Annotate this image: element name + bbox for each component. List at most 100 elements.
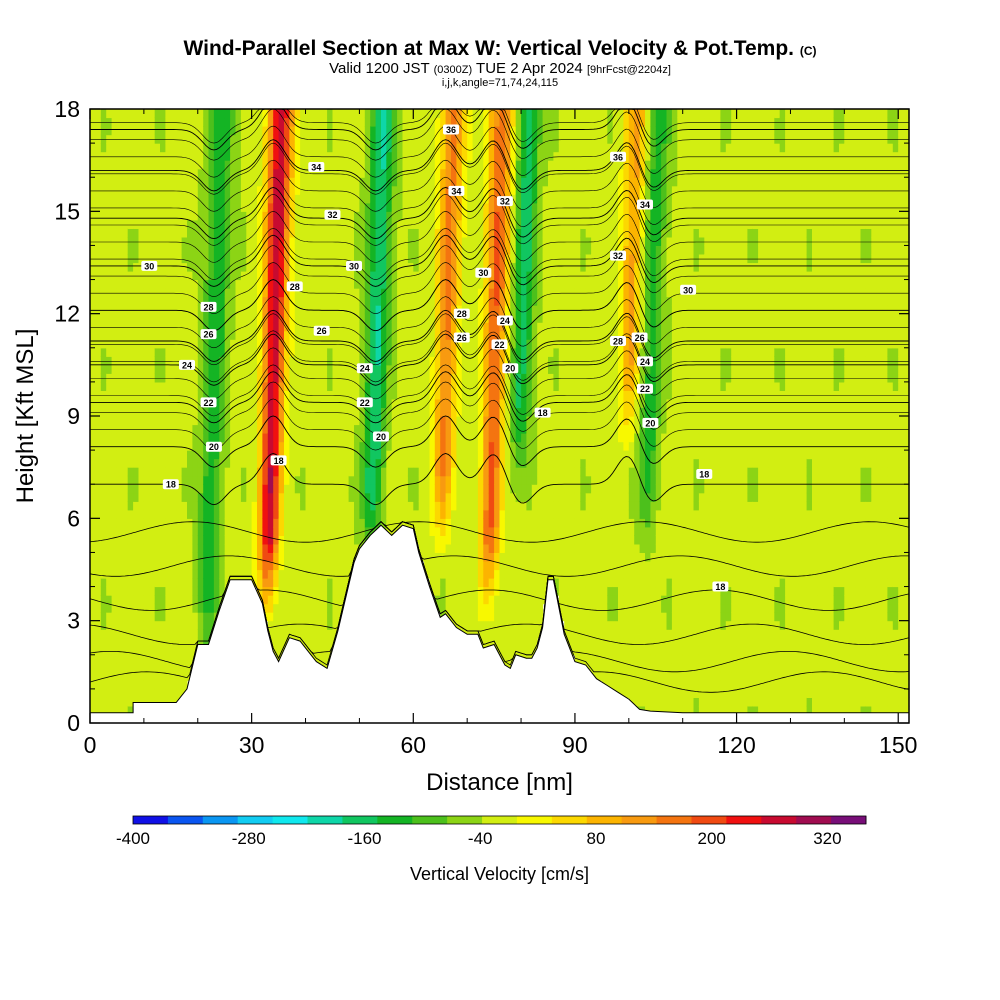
field-cell	[381, 211, 387, 221]
field-cell	[149, 194, 156, 204]
field-cell	[160, 356, 166, 366]
field-cell	[90, 151, 96, 161]
field-cell	[467, 305, 474, 315]
field-cell	[208, 578, 215, 588]
field-cell	[445, 143, 452, 153]
field-cell	[370, 484, 377, 494]
field-cell	[170, 688, 177, 698]
field-cell	[310, 126, 317, 136]
field-cell	[402, 185, 409, 195]
field-cell	[90, 518, 96, 528]
field-cell	[305, 484, 312, 494]
field-cell	[208, 467, 215, 477]
field-cell	[434, 347, 441, 357]
field-cell	[321, 381, 328, 391]
field-cell	[348, 552, 355, 562]
field-cell	[176, 612, 183, 622]
field-cell	[230, 177, 237, 187]
field-cell	[332, 151, 339, 161]
field-cell	[95, 441, 102, 451]
field-cell	[192, 475, 199, 485]
field-cell	[160, 501, 166, 511]
field-cell	[499, 416, 506, 426]
field-cell	[138, 109, 145, 119]
field-cell	[284, 552, 290, 562]
field-cell	[521, 526, 528, 536]
field-cell	[284, 109, 290, 119]
field-cell	[510, 390, 517, 400]
field-cell	[219, 458, 226, 468]
field-cell	[424, 117, 431, 127]
field-cell	[521, 603, 528, 613]
field-cell	[375, 109, 382, 119]
field-cell	[224, 228, 231, 238]
field-cell	[111, 492, 118, 502]
field-cell	[321, 126, 328, 136]
field-cell	[381, 117, 387, 127]
field-cell	[327, 586, 334, 596]
field-cell	[251, 236, 258, 246]
field-cell	[521, 245, 528, 255]
field-cell	[160, 347, 166, 357]
field-cell	[224, 356, 231, 366]
field-cell	[300, 373, 307, 383]
field-cell	[122, 390, 129, 400]
field-cell	[332, 424, 339, 434]
field-cell	[176, 569, 183, 579]
field-cell	[440, 578, 447, 588]
field-cell	[284, 433, 290, 443]
field-cell	[343, 185, 350, 195]
field-cell	[149, 458, 156, 468]
field-cell	[424, 245, 431, 255]
field-cell	[391, 475, 398, 485]
field-cell	[106, 688, 113, 698]
field-cell	[510, 612, 517, 622]
field-cell	[429, 160, 436, 170]
field-cell	[95, 424, 102, 434]
field-cell	[154, 194, 161, 204]
field-cell	[391, 518, 398, 528]
field-cell	[197, 364, 204, 374]
field-cell	[246, 475, 253, 485]
field-cell	[321, 288, 328, 298]
field-cell	[499, 160, 506, 170]
field-cell	[273, 484, 280, 494]
field-cell	[262, 518, 269, 528]
field-cell	[499, 612, 506, 622]
field-cell	[143, 202, 150, 212]
field-cell	[251, 279, 258, 289]
field-cell	[440, 441, 447, 451]
field-cell	[477, 262, 484, 272]
field-cell	[176, 288, 183, 298]
field-cell	[106, 109, 113, 119]
field-cell	[310, 475, 317, 485]
field-cell	[240, 450, 247, 460]
field-cell	[397, 450, 404, 460]
field-cell	[434, 467, 441, 477]
field-cell	[116, 595, 123, 605]
field-cell	[467, 561, 474, 571]
field-cell	[262, 484, 269, 494]
field-cell	[348, 117, 355, 127]
field-cell	[300, 211, 307, 221]
field-cell	[160, 322, 166, 332]
field-cell	[143, 398, 150, 408]
field-cell	[413, 501, 420, 511]
field-cell	[90, 245, 96, 255]
field-cell	[224, 160, 231, 170]
field-cell	[294, 373, 301, 383]
field-cell	[122, 381, 129, 391]
field-cell	[251, 271, 258, 281]
field-cell	[424, 450, 431, 460]
field-cell	[424, 543, 431, 553]
field-cell	[111, 296, 118, 306]
field-cell	[106, 160, 113, 170]
field-cell	[203, 543, 210, 553]
field-cell	[391, 526, 398, 536]
field-cell	[111, 313, 118, 323]
field-cell	[143, 313, 150, 323]
field-cell	[429, 262, 436, 272]
field-cell	[397, 313, 404, 323]
field-cell	[354, 475, 360, 485]
field-cell	[235, 543, 242, 553]
